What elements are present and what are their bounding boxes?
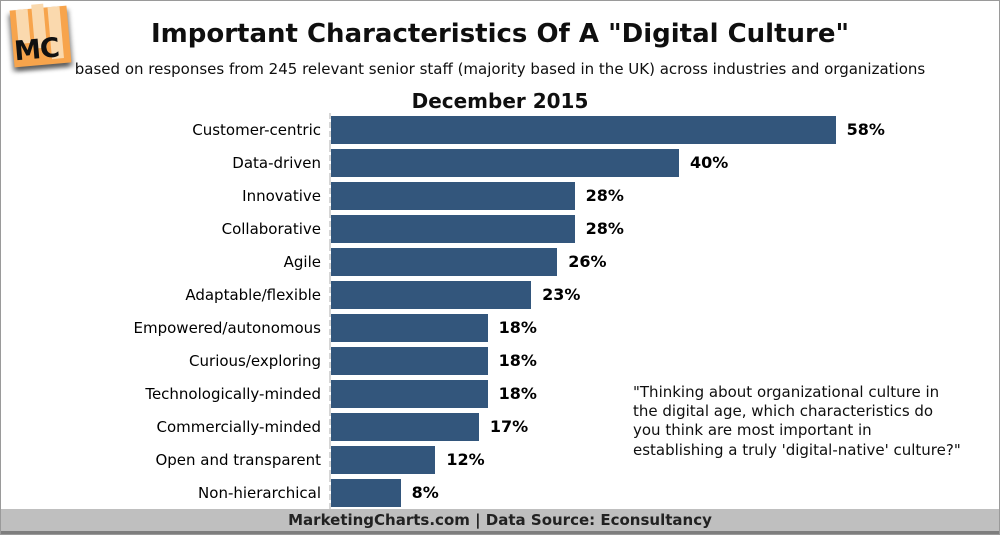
value-label: 28%	[585, 186, 624, 205]
bar-zone: 58%	[329, 113, 999, 146]
bar-zone: 18%	[329, 344, 999, 377]
bar	[331, 148, 679, 177]
bar	[331, 181, 575, 210]
logo-text: MC	[12, 32, 61, 68]
value-label: 23%	[542, 285, 581, 304]
chart-row: Open and transparent 12%	[1, 443, 999, 476]
chart-row: Commercially-minded 17%	[1, 410, 999, 443]
bar	[331, 280, 532, 309]
bar-zone: 28%	[329, 212, 999, 245]
category-label: Non-hierarchical	[198, 483, 321, 502]
chart-row: Non-hierarchical 8%	[1, 476, 999, 509]
category-label: Customer-centric	[192, 120, 321, 139]
chart-subtitle: based on responses from 245 relevant sen…	[74, 60, 926, 78]
bar	[331, 379, 488, 408]
category-label: Curious/exploring	[189, 351, 321, 370]
bar	[331, 445, 436, 474]
chart-row: Innovative 28%	[1, 179, 999, 212]
chart-row: Collaborative 28%	[1, 212, 999, 245]
source-footer: MarketingCharts.com | Data Source: Econs…	[1, 509, 999, 534]
value-label: 8%	[411, 483, 439, 502]
chart-title: Important Characteristics Of A "Digital …	[150, 19, 850, 49]
value-label: 26%	[568, 252, 607, 271]
category-label: Technologically-minded	[145, 384, 321, 403]
chart-row: Customer-centric 58%	[1, 113, 999, 146]
category-label: Agile	[283, 252, 321, 271]
category-label: Data-driven	[232, 153, 321, 172]
bar	[331, 478, 401, 507]
value-label: 18%	[498, 351, 537, 370]
bar	[331, 115, 836, 144]
category-label: Empowered/autonomous	[133, 318, 321, 337]
bar-zone: 40%	[329, 146, 999, 179]
value-label: 28%	[585, 219, 624, 238]
chart-row: Technologically-minded 18%	[1, 377, 999, 410]
category-label: Open and transparent	[155, 450, 321, 469]
bar	[331, 247, 558, 276]
category-label: Innovative	[242, 186, 321, 205]
category-label: Commercially-minded	[156, 417, 321, 436]
value-label: 58%	[846, 120, 885, 139]
chart-row: Agile 26%	[1, 245, 999, 278]
survey-question-annotation: "Thinking about organizational culture i…	[633, 383, 961, 459]
chart-row: Adaptable/flexible 23%	[1, 278, 999, 311]
chart-row: Data-driven 40%	[1, 146, 999, 179]
bar-zone: 17%	[329, 410, 999, 443]
bar-zone: 12%	[329, 443, 999, 476]
chart-row: Curious/exploring 18%	[1, 344, 999, 377]
bar-chart: Customer-centric 58% Data-driven 40% Innovat…	[1, 113, 999, 509]
category-label: Collaborative	[221, 219, 321, 238]
bar-zone: 26%	[329, 245, 999, 278]
bar-zone: 18%	[329, 377, 999, 410]
bar-zone: 8%	[329, 476, 999, 509]
value-label: 40%	[690, 153, 729, 172]
bar	[331, 412, 479, 441]
chart-row: Empowered/autonomous 18%	[1, 311, 999, 344]
bar	[331, 313, 488, 342]
value-label: 18%	[498, 384, 537, 403]
marketingcharts-logo: MC	[9, 3, 72, 68]
bar-zone: 18%	[329, 311, 999, 344]
value-label: 17%	[489, 417, 529, 436]
category-label: Adaptable/flexible	[185, 285, 321, 304]
bar-zone: 28%	[329, 179, 999, 212]
value-label: 12%	[446, 450, 485, 469]
bar-zone: 23%	[329, 278, 999, 311]
bar	[331, 346, 488, 375]
bar	[331, 214, 575, 243]
chart-date: December 2015	[411, 89, 589, 113]
value-label: 18%	[498, 318, 537, 337]
